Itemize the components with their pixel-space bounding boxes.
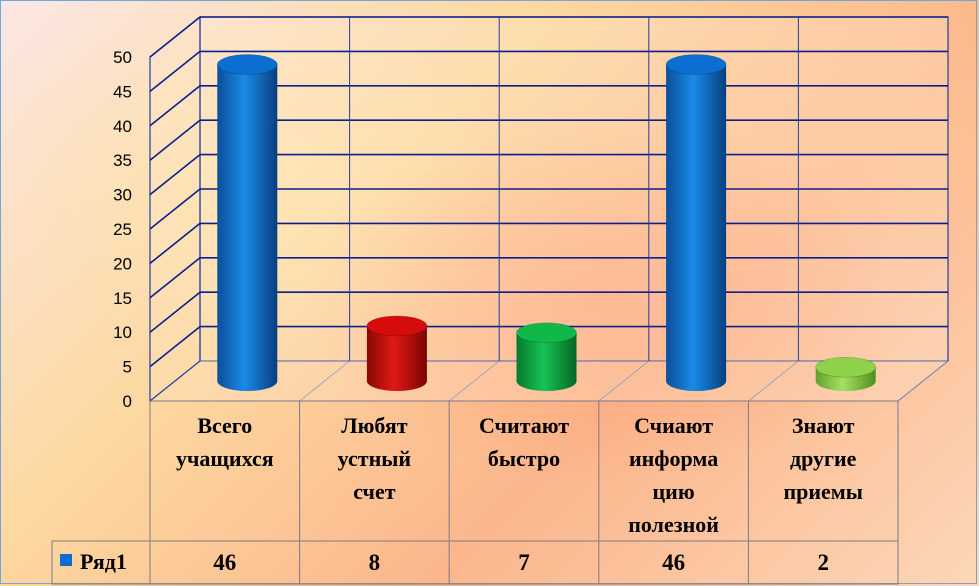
data-label: 2 [817, 550, 829, 575]
gridline-diagonal [149, 153, 201, 196]
y-tick-label: 30 [113, 186, 132, 205]
bar-top [366, 315, 428, 337]
category-label-line: учащихся [176, 446, 274, 471]
category-label-line: Любят [341, 413, 408, 438]
bar-top [815, 356, 877, 378]
y-tick-label: 5 [123, 358, 132, 377]
floor-divider [299, 360, 350, 402]
data-label: 7 [518, 550, 530, 575]
category-label-line: Всего [197, 413, 252, 438]
gridline-diagonal [149, 50, 201, 93]
bar-body [516, 332, 577, 392]
category-label: Любят устный счет [338, 413, 412, 504]
gridline-diagonal [149, 325, 201, 368]
legend-label: Ряд1 [80, 549, 127, 574]
bar-body [217, 64, 278, 392]
bar [815, 356, 877, 392]
bar-body [366, 325, 427, 392]
category-label-line: Знают [792, 413, 855, 438]
y-tick-label: 0 [123, 392, 132, 411]
bar-top [665, 54, 727, 75]
category-label: Всего учащихся [176, 413, 274, 471]
bar-body [666, 64, 727, 392]
y-tick-label: 40 [113, 117, 132, 136]
data-label: 46 [662, 550, 685, 575]
category-label-line: Счиают [634, 413, 713, 438]
data-label: 46 [213, 550, 236, 575]
category-label-line: Считают [479, 413, 569, 438]
gridline-diagonal [149, 119, 201, 161]
floor-divider [748, 360, 799, 402]
category-label-line: счет [353, 479, 395, 504]
bar [366, 315, 428, 392]
category-label: Счиают информа цию полезной [628, 413, 719, 537]
floor-divider [598, 360, 650, 402]
category-label-line: цию [653, 479, 695, 504]
y-tick-label: 25 [113, 220, 132, 239]
category-label: Знают другие приемы [783, 413, 863, 504]
category-label-line: полезной [628, 512, 719, 537]
y-tick-label: 15 [113, 289, 132, 308]
table-value-row [51, 540, 899, 585]
data-label: 8 [369, 550, 381, 575]
y-tick-label: 35 [113, 151, 132, 170]
gridline-diagonal [149, 188, 201, 230]
y-tick-label: 45 [113, 82, 132, 101]
category-label-line: устный [338, 446, 412, 471]
category-label-line: информа [629, 446, 718, 471]
category-label-line: быстро [488, 446, 560, 471]
bar-top [217, 54, 278, 75]
category-label: Считают быстро [479, 413, 569, 471]
bar [516, 322, 577, 392]
y-tick-label: 50 [113, 48, 132, 67]
y-tick-label: 10 [113, 323, 132, 342]
gridline-diagonal [149, 16, 201, 58]
category-label-line: приемы [783, 479, 863, 504]
y-tick-label: 20 [113, 254, 132, 273]
category-label-line: другие [790, 446, 857, 471]
floor-divider [448, 360, 500, 402]
gridline-diagonal [149, 257, 201, 299]
gridline-diagonal [149, 291, 201, 333]
gridline-diagonal [149, 222, 201, 265]
bar [665, 54, 727, 392]
gridline-diagonal [149, 85, 201, 127]
bar [217, 54, 278, 392]
legend-swatch [60, 554, 72, 566]
bar-top [516, 322, 577, 344]
